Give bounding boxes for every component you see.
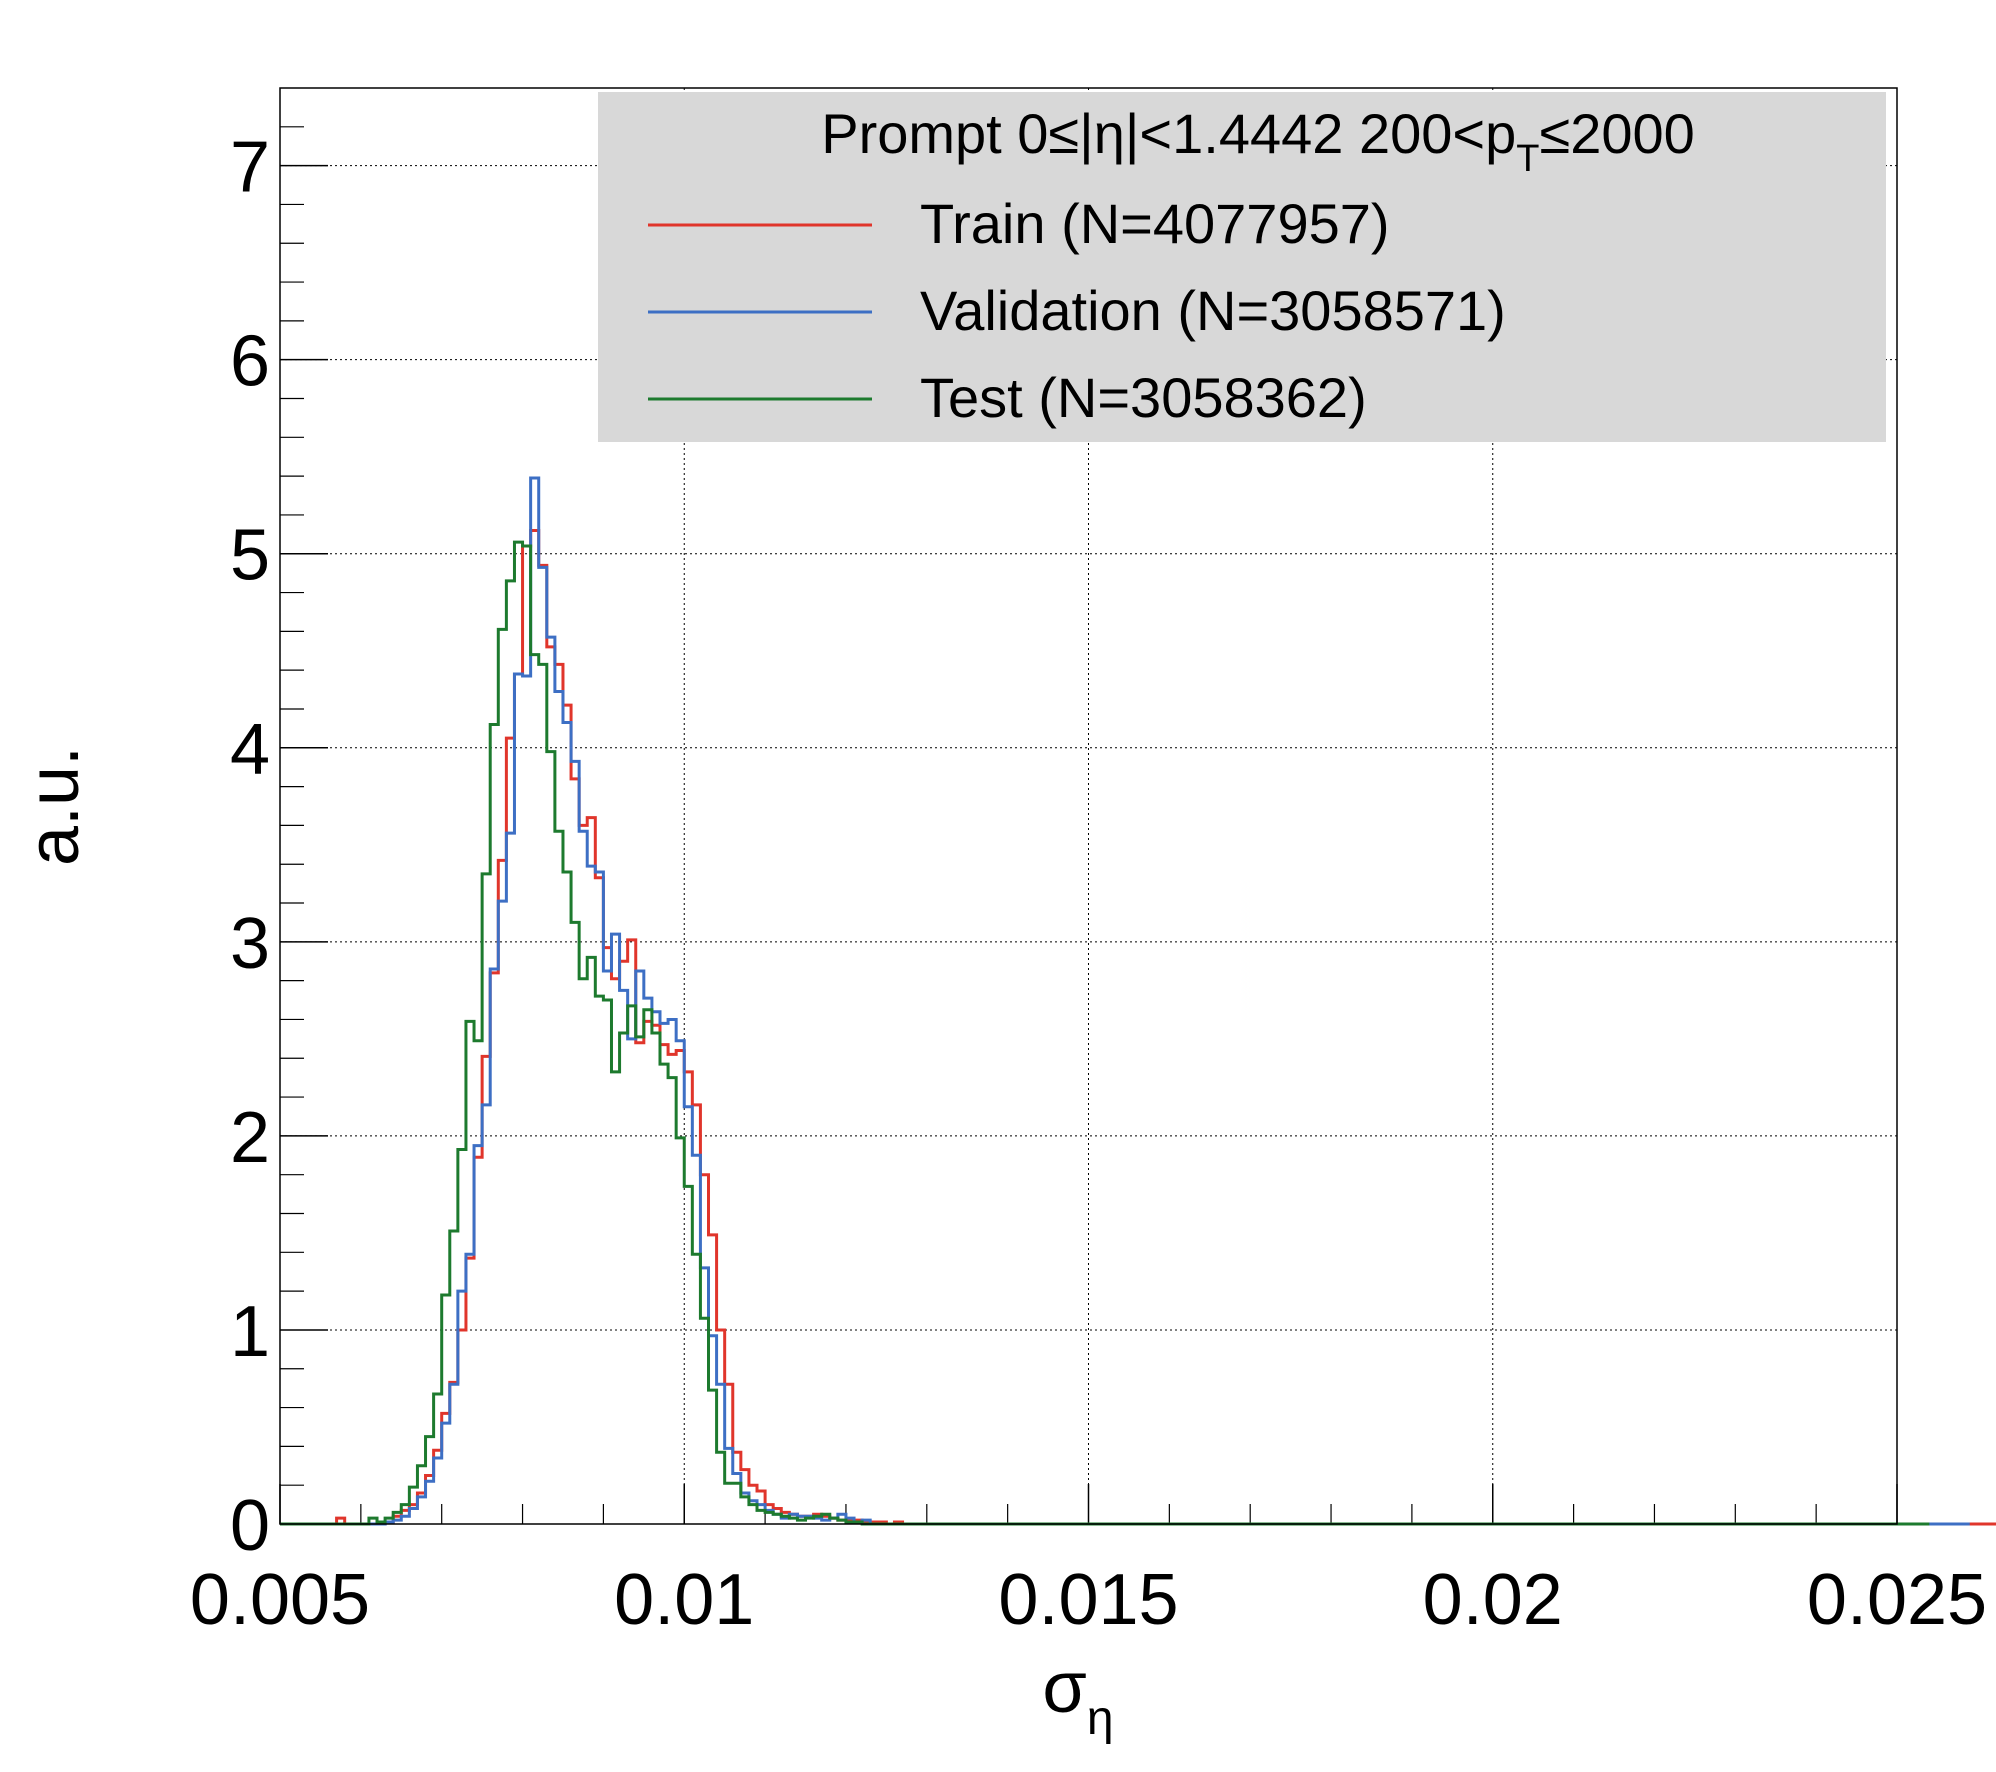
x-tick-label: 0.005	[190, 1560, 370, 1640]
x-tick-label: 0.015	[998, 1560, 1178, 1640]
x-tick-label: 0.025	[1807, 1560, 1987, 1640]
x-tick-label: 0.02	[1423, 1560, 1563, 1640]
x-axis-title-main: σ	[1042, 1648, 1086, 1728]
legend-header: Prompt 0≤|η|<1.4442 200<pT≤2000	[821, 102, 1695, 180]
x-axis-title-subscript: η	[1087, 1692, 1114, 1745]
legend: Prompt 0≤|η|<1.4442 200<pT≤2000 Train (N…	[598, 92, 1886, 442]
y-tick-label: 6	[230, 322, 270, 402]
y-tick-label: 2	[230, 1098, 270, 1178]
y-tick-label: 5	[230, 516, 270, 596]
legend-label-test: Test (N=3058362)	[920, 366, 1367, 429]
x-axis-title: ση	[1042, 1648, 1113, 1745]
legend-header-main: Prompt 0≤|η|<1.4442 200<p	[821, 102, 1516, 165]
legend-label-validation: Validation (N=3058571)	[920, 279, 1506, 342]
axis-ticks	[279, 126, 1898, 1525]
grid-lines	[280, 88, 1897, 1524]
legend-header-subscript: T	[1516, 138, 1539, 180]
legend-box	[598, 92, 1886, 442]
y-tick-label: 3	[230, 904, 270, 984]
y-tick-label: 7	[230, 128, 270, 208]
y-tick-label: 4	[230, 710, 270, 790]
legend-header-tail: ≤2000	[1539, 102, 1694, 165]
y-tick-labels: 0 1 2 3 4 5 6 7	[230, 128, 270, 1566]
legend-label-train: Train (N=4077957)	[920, 192, 1390, 255]
y-tick-label: 1	[230, 1292, 270, 1372]
x-tick-labels: 0.005 0.01 0.015 0.02 0.025	[190, 1560, 1987, 1640]
y-tick-label: 0	[230, 1486, 270, 1566]
plot-frame	[279, 87, 1898, 1525]
y-axis-title: a.u.	[14, 746, 94, 866]
x-tick-label: 0.01	[614, 1560, 754, 1640]
